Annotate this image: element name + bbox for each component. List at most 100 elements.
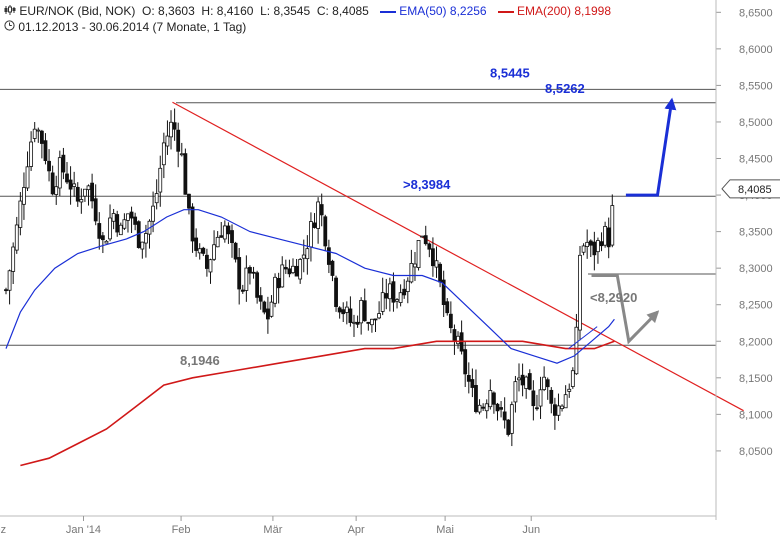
y-tick-label: 8,6500	[739, 7, 773, 19]
candle	[158, 155, 163, 207]
candle-body	[7, 270, 12, 291]
candle-body	[39, 130, 44, 144]
candle-body	[226, 225, 231, 235]
candle-body	[240, 289, 245, 292]
candle	[384, 278, 389, 310]
candle	[463, 340, 468, 387]
candle-body	[158, 167, 163, 193]
candle-body	[22, 187, 26, 205]
candle-body	[420, 235, 425, 238]
candle	[276, 272, 281, 304]
candle-body	[463, 349, 468, 375]
candle	[32, 122, 37, 143]
candle-body	[606, 227, 611, 248]
y-tick-label: 8,2000	[739, 336, 773, 348]
candle-body	[43, 140, 48, 161]
candle	[154, 179, 159, 210]
candle-body	[416, 240, 421, 269]
candle	[226, 222, 231, 244]
candle	[413, 252, 417, 281]
candle-body	[280, 264, 285, 288]
candle-body	[79, 199, 84, 203]
candle-body	[326, 247, 331, 265]
candle-body	[405, 280, 410, 293]
candle	[344, 301, 349, 325]
candle	[108, 204, 112, 242]
forecast-paths	[568, 97, 677, 349]
candle	[222, 220, 227, 243]
candle-body	[334, 277, 338, 307]
x-tick-label: Mai	[436, 524, 454, 536]
instrument-name: EUR/NOK (Bid, NOK)	[19, 4, 136, 18]
candle	[43, 133, 48, 165]
candle-body	[25, 166, 30, 189]
candle	[474, 369, 478, 414]
candle	[348, 296, 353, 327]
forecast-arrow-blue	[625, 97, 677, 197]
candle	[448, 301, 453, 334]
candle-body	[535, 407, 539, 410]
candle-body	[542, 376, 547, 390]
candle-body	[427, 243, 432, 250]
candle	[588, 239, 593, 257]
candle	[122, 213, 127, 231]
candle-body	[563, 394, 568, 409]
candle	[481, 403, 486, 411]
candle-body	[194, 237, 199, 251]
candle	[187, 193, 191, 215]
candle-body	[233, 242, 238, 260]
candle	[395, 298, 399, 309]
candle	[255, 270, 260, 304]
candle-body	[212, 244, 216, 260]
candle	[373, 318, 378, 333]
candle	[459, 320, 464, 355]
candle-body	[491, 392, 496, 405]
y-tick-label: 8,5000	[739, 117, 773, 129]
candle-body	[18, 200, 23, 228]
candle-body	[509, 404, 514, 434]
candle-body	[355, 321, 360, 325]
candle	[183, 148, 188, 195]
candle	[97, 212, 102, 250]
candle-body	[11, 246, 16, 272]
candle-body	[513, 381, 518, 403]
candle	[545, 377, 550, 400]
candle	[269, 295, 274, 318]
candle	[291, 258, 295, 275]
level-annotations: 8,5445 8,5262 >8,3984 <8,2920 8,1946	[180, 65, 637, 368]
candle	[179, 142, 184, 157]
candlestick-icon	[4, 4, 19, 18]
candle	[161, 132, 166, 179]
candle-body	[549, 389, 554, 404]
candle-body	[133, 216, 138, 225]
candle	[111, 208, 116, 230]
y-tick-label: 8,3500	[739, 227, 773, 239]
ema200-legend-label: EMA(200)	[516, 4, 571, 18]
candle-body	[283, 267, 288, 270]
candle	[355, 315, 360, 328]
candle-body	[50, 172, 55, 195]
ema50-legend-swatch	[380, 10, 397, 13]
candle-body	[506, 419, 511, 435]
candle	[520, 363, 525, 397]
candle	[129, 206, 134, 234]
candle-body	[151, 205, 155, 222]
candle-body	[201, 247, 206, 254]
candle-body	[301, 254, 306, 259]
candle-body	[47, 160, 51, 172]
trendline-group	[172, 101, 744, 412]
candle	[319, 193, 324, 227]
candle	[118, 222, 123, 236]
candle	[169, 110, 173, 150]
candle	[362, 288, 367, 322]
candle	[517, 363, 521, 392]
candle	[258, 287, 263, 310]
candle-body	[348, 308, 353, 323]
candle-body	[596, 240, 600, 253]
candle-body	[384, 293, 389, 299]
horizontal-levels	[0, 88, 716, 346]
candle-body	[237, 257, 242, 290]
candle-body	[61, 154, 66, 173]
candle	[416, 240, 421, 271]
candle	[280, 256, 285, 288]
